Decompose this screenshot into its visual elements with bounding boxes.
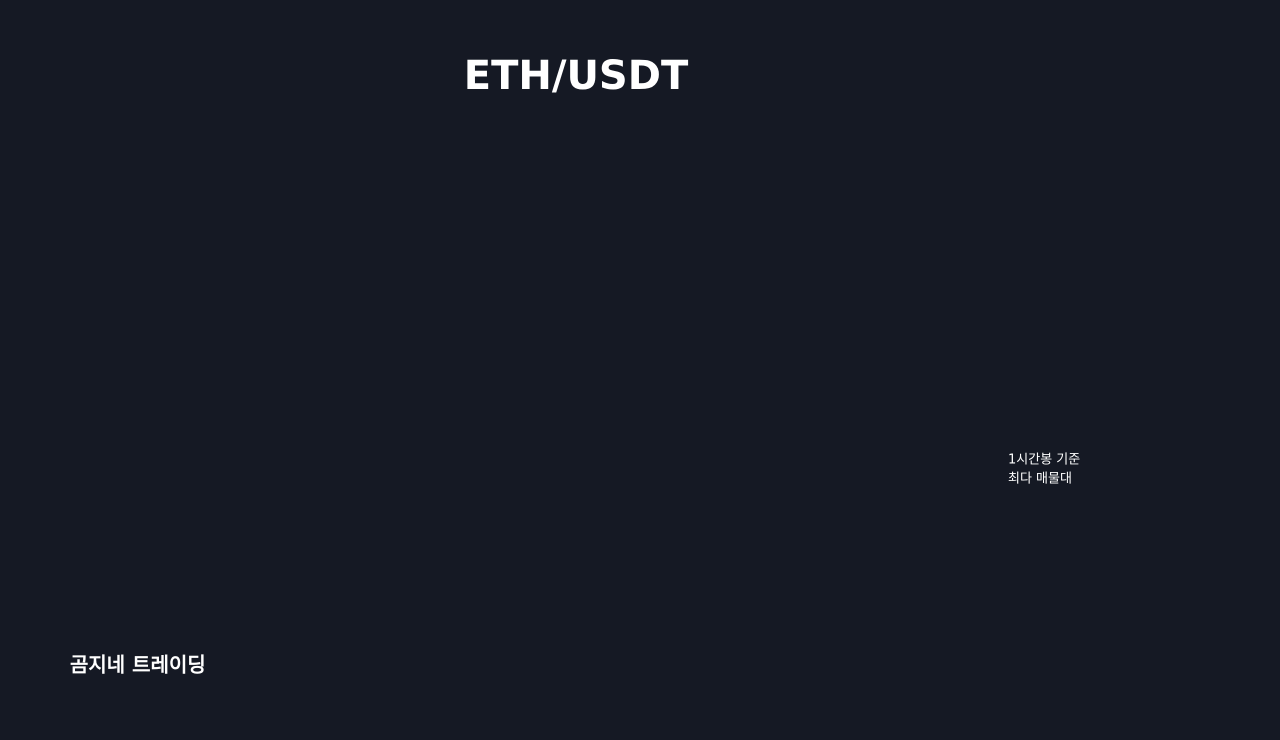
watermark: 곰지네 트레이딩 [70, 653, 206, 677]
poc-note: 1시간봉 기준 [1008, 453, 1080, 468]
poc-note: 최다 매물대 [1008, 472, 1072, 487]
chart-title: ETH/USDT [464, 53, 689, 99]
